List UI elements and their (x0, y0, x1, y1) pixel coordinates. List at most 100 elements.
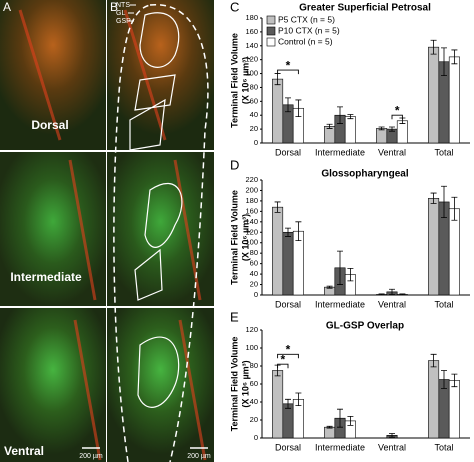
chart-title: GL-GSP Overlap (326, 321, 404, 332)
error-bar (295, 221, 302, 242)
x-tick-label: Total (434, 147, 453, 157)
bar (448, 56, 460, 144)
bar (272, 370, 284, 439)
error-bar (337, 106, 343, 124)
significance-label: * (395, 103, 400, 117)
error-bar (399, 293, 406, 296)
significance-bracket (277, 353, 299, 359)
x-tick-label: Intermediate (315, 299, 365, 309)
error-bar (451, 373, 458, 388)
bar (282, 403, 294, 439)
row-label: Intermediate (10, 270, 82, 284)
y-tick-label: 0 (254, 138, 258, 147)
bar (428, 360, 440, 439)
bar (376, 128, 388, 144)
bar (344, 116, 356, 144)
error-bar (326, 285, 333, 289)
y-tick-label: 20 (250, 124, 258, 133)
error-bar (451, 49, 458, 65)
y-tick-label: 0 (254, 290, 258, 299)
bar (448, 208, 460, 296)
panel-label: E (230, 309, 239, 324)
x-tick-label: Intermediate (315, 147, 365, 157)
bar (396, 120, 408, 144)
scale-label: 200 µm (79, 453, 103, 460)
outline (134, 182, 183, 301)
error-bar (274, 201, 281, 213)
error-bar (389, 126, 395, 132)
y-tick-label: 80 (250, 82, 258, 91)
y-tick-label: 100 (245, 343, 258, 352)
bar (448, 380, 460, 439)
outline (137, 336, 180, 408)
error-bar (389, 433, 395, 438)
legend-swatch (266, 15, 276, 25)
y-tick-label: 140 (245, 217, 258, 226)
y-tick-label: 20 (250, 280, 258, 289)
error-bar (285, 97, 291, 113)
significance-bracket (277, 363, 289, 369)
error-bar (347, 267, 354, 282)
y-axis-label: (X 10⁶ µm³) (240, 360, 250, 407)
panel-label: B (110, 0, 118, 14)
x-tick-label: Ventral (378, 442, 406, 452)
y-axis-label: (X 10⁶ µm³) (240, 57, 250, 104)
bar (282, 231, 294, 296)
y-tick-label: 60 (250, 259, 258, 268)
y-tick-label: 0 (254, 433, 258, 442)
error-bar (347, 416, 354, 426)
y-tick-label: 140 (245, 41, 258, 50)
row-label: Ventral (4, 444, 44, 458)
panel-label: C (230, 0, 239, 14)
y-tick-label: 60 (250, 379, 258, 388)
y-tick-label: 20 (250, 415, 258, 424)
y-tick-label: 100 (245, 238, 258, 247)
fiber (18, 9, 102, 461)
significance-bracket (391, 114, 403, 120)
error-bar (441, 47, 447, 77)
y-tick-label: 180 (245, 196, 258, 205)
scale-label: 200 µm (187, 453, 211, 460)
y-axis-label: Terminal Field Volume (229, 33, 239, 128)
y-tick-label: 80 (250, 248, 258, 257)
panel-label: A (3, 0, 11, 14)
layer-label: NTS (116, 2, 130, 9)
error-bar (430, 353, 437, 368)
chart-title: Greater Superficial Petrosal (299, 3, 431, 14)
y-axis-label: Terminal Field Volume (229, 337, 239, 432)
significance-bracket (277, 69, 299, 75)
significance-label: * (286, 342, 291, 356)
micrographs: A B NTS GL GSP Dorsal Intermediate Ventr… (0, 0, 214, 462)
error-bar (430, 39, 437, 55)
layer-label: GL (116, 10, 125, 17)
bar (324, 426, 336, 439)
error-bar (295, 99, 302, 118)
x-tick-label: Total (434, 299, 453, 309)
error-bar (451, 196, 458, 221)
x-tick-label: Dorsal (275, 299, 301, 309)
error-bar (347, 114, 354, 120)
y-axis-label: (X 10⁶ µm³) (240, 214, 250, 261)
y-tick-label: 120 (245, 55, 258, 64)
error-bar (337, 250, 343, 285)
layer-label: GSP (116, 18, 131, 25)
y-tick-label: 220 (245, 175, 258, 184)
error-bar (326, 425, 333, 429)
y-axis-label: Terminal Field Volume (229, 190, 239, 285)
error-bar (441, 370, 447, 389)
significance-label: * (286, 58, 291, 72)
image (0, 152, 106, 306)
bar (324, 126, 336, 144)
legend-swatch (266, 37, 276, 47)
bar (428, 197, 440, 296)
y-tick-label: 180 (245, 13, 258, 22)
y-tick-label: 40 (250, 269, 258, 278)
error-bar (441, 185, 447, 219)
image (0, 308, 106, 462)
error-bar (337, 408, 343, 428)
y-tick-label: 40 (250, 397, 258, 406)
bar (272, 206, 284, 296)
row-label: Dorsal (31, 118, 68, 132)
legend-label: P5 CTX (n = 5) (278, 14, 335, 24)
